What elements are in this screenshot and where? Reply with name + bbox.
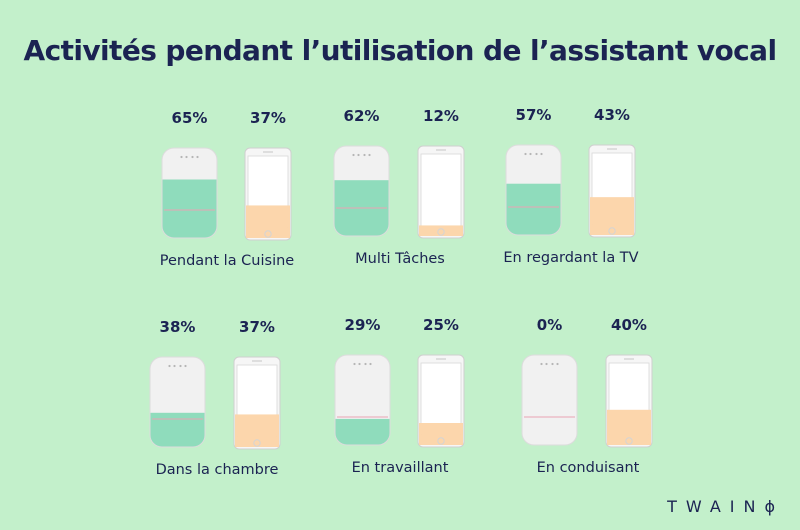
phone-fill-bar: [419, 225, 463, 236]
phone-home-button: [625, 437, 633, 445]
speaker-outline: [505, 144, 562, 236]
phone-value-label: 25%: [423, 316, 459, 334]
speaker-outline: [333, 145, 390, 237]
phone-value-label: 40%: [611, 316, 647, 334]
smartphone-icon: [244, 147, 292, 241]
speaker-mic-dot: [196, 155, 199, 159]
phone-fill-bar: [235, 414, 279, 447]
speaker-outline: [161, 147, 218, 239]
category-label: En conduisant: [537, 460, 640, 476]
speaker-value-label: 0%: [537, 316, 562, 334]
speaker-outline: [334, 354, 391, 446]
speaker-mic-dot: [524, 152, 527, 156]
speaker-fill-bar: [162, 179, 217, 238]
smartphone-icon: [588, 144, 636, 238]
activity-group: 65% 37% Pendant la Cuisine: [160, 109, 295, 269]
phone-value-label: 37%: [239, 318, 275, 336]
speaker-mic-dot: [535, 152, 538, 156]
phone-home-button: [437, 228, 445, 236]
speaker-mic-dot: [358, 362, 361, 366]
speaker-mic-dot: [363, 153, 366, 157]
activity-group: 29% 25% En travaillant: [334, 316, 465, 476]
speaker-body: [522, 355, 577, 445]
speaker-mic-dot: [179, 364, 182, 368]
smartphone-icon: [417, 145, 465, 239]
speaker-outline: [149, 356, 206, 448]
smart-speaker-icon: [333, 145, 390, 237]
activity-group: 38% 37% Dans la chambre: [149, 318, 281, 478]
speaker-mic-dot: [529, 152, 532, 156]
chart-title: Activités pendant l’utilisation de l’ass…: [23, 34, 778, 67]
phone-screen: [420, 153, 462, 227]
smartphone-icon: [605, 354, 653, 448]
brand-logo: TWAINϕ: [667, 497, 784, 516]
speaker-mic-dot: [364, 362, 367, 366]
smart-speaker-icon: [505, 144, 562, 236]
speaker-outline: [521, 354, 578, 446]
speaker-mic-dot: [357, 153, 360, 157]
smartphone-icon: [233, 356, 281, 450]
phone-home-button: [264, 230, 272, 238]
speaker-mic-dot: [540, 152, 543, 156]
phone-value-label: 43%: [594, 106, 630, 124]
phone-fill-bar: [590, 197, 634, 235]
speaker-mic-dot: [551, 362, 554, 366]
speaker-mic-dot: [545, 362, 548, 366]
smart-speaker-icon: [334, 354, 391, 446]
category-label: En regardant la TV: [503, 250, 638, 266]
phone-home-button: [608, 227, 616, 235]
speaker-mic-dot: [353, 362, 356, 366]
phone-value-label: 37%: [250, 109, 286, 127]
speaker-value-label: 29%: [345, 316, 381, 334]
phone-fill-bar: [607, 409, 651, 445]
speaker-value-label: 65%: [172, 109, 208, 127]
category-label: Pendant la Cuisine: [160, 253, 295, 269]
speaker-mic-dot: [185, 155, 188, 159]
speaker-mic-dot: [352, 153, 355, 157]
activity-group: 57% 43% En regardant la TV: [503, 106, 638, 266]
category-label: En travaillant: [352, 460, 449, 476]
speaker-value-label: 38%: [160, 318, 196, 336]
speaker-mic-dot: [191, 155, 194, 159]
speaker-mic-dot: [368, 153, 371, 157]
speaker-value-label: 57%: [516, 106, 552, 124]
speaker-mic-dot: [184, 364, 187, 368]
phone-home-button: [253, 439, 261, 447]
category-label: Dans la chambre: [156, 462, 279, 478]
activity-group: 62% 12% Multi Tâches: [333, 107, 465, 267]
speaker-mic-dot: [369, 362, 372, 366]
speaker-mic-dot: [556, 362, 559, 366]
smartphone-icon: [417, 354, 465, 448]
speaker-mic-dot: [180, 155, 183, 159]
category-label: Multi Tâches: [355, 251, 445, 267]
speaker-fill-bar: [335, 418, 390, 445]
speaker-mic-dot: [540, 362, 543, 366]
activity-group: 0% 40% En conduisant: [521, 316, 653, 476]
phone-fill-bar: [419, 423, 463, 445]
phone-home-button: [437, 437, 445, 445]
speaker-fill-bar: [150, 412, 205, 447]
smart-speaker-icon: [149, 356, 206, 448]
smart-speaker-icon: [521, 354, 578, 446]
speaker-mic-dot: [173, 364, 176, 368]
smart-speaker-icon: [161, 147, 218, 239]
phone-fill-bar: [246, 205, 290, 238]
speaker-value-label: 62%: [344, 107, 380, 125]
phone-value-label: 12%: [423, 107, 459, 125]
speaker-fill-bar: [506, 183, 561, 235]
speaker-mic-dot: [168, 364, 171, 368]
